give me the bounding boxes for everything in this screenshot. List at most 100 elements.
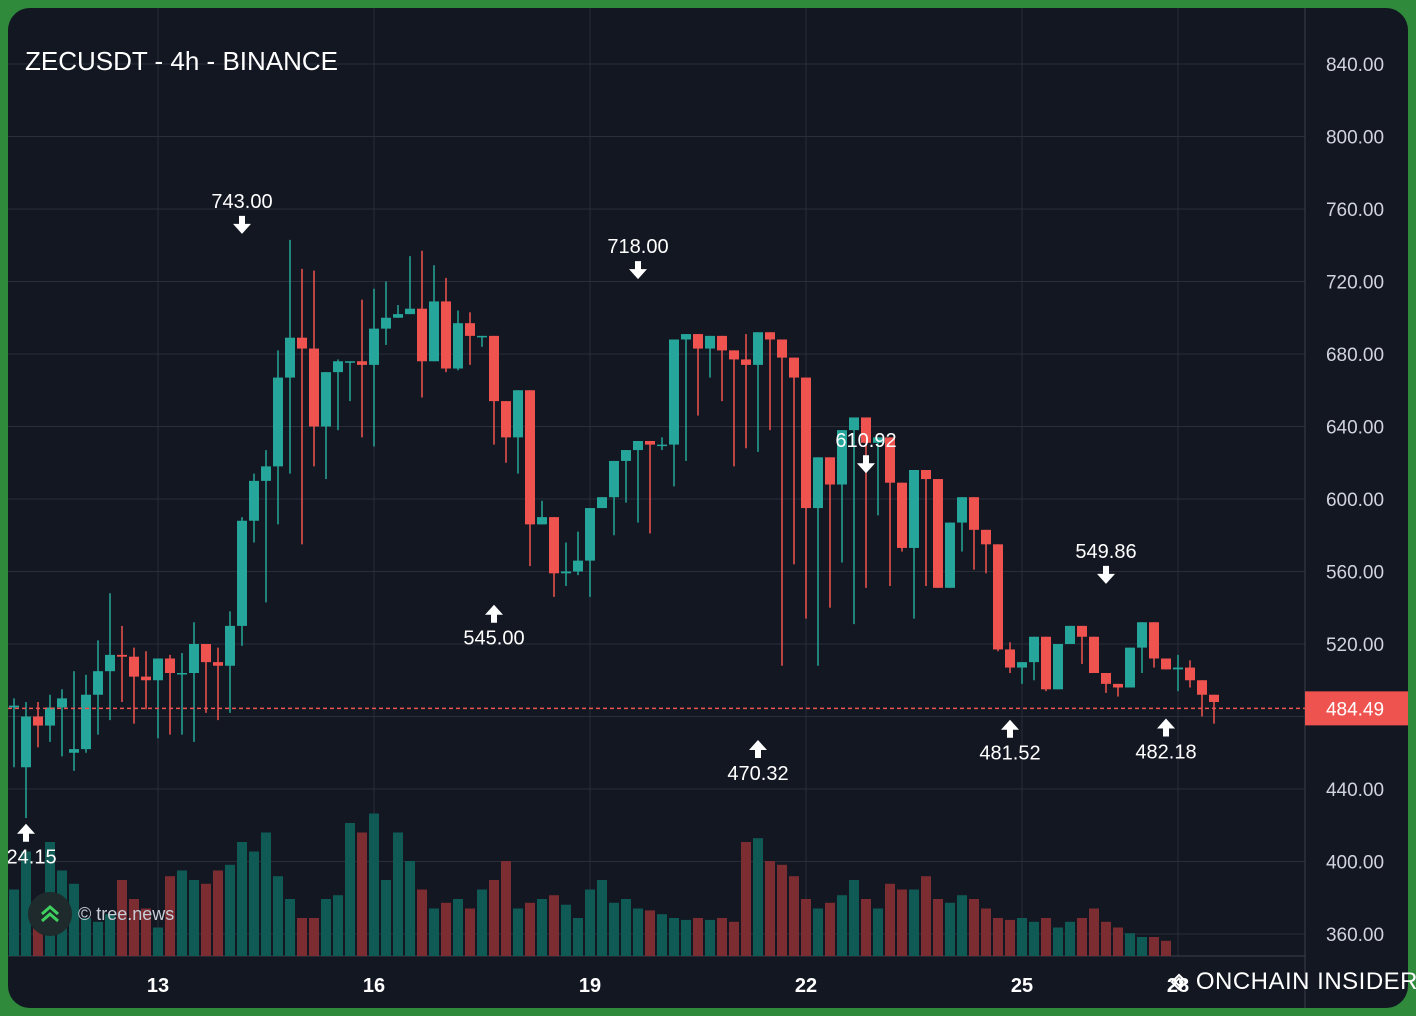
volume-bar [345,823,355,956]
volume-bar [465,908,475,956]
candle-body [381,317,391,329]
volume-bar [729,921,739,956]
candle-body [969,497,979,530]
volume-bar [741,842,751,956]
volume-bar [561,904,571,956]
candle-body [861,417,871,443]
candle-body [249,480,259,521]
candle-body [309,348,319,427]
price-chart[interactable]: 840.00 800.00 760.00 720.00 680.00 640.00 600.… [8,8,1408,1008]
volume-bar [573,918,583,956]
candle-body [621,450,631,461]
volume-bar [201,883,211,956]
volume-bar [1149,937,1159,956]
volume-bar [405,861,415,956]
y-tick-label: 560.00 [1326,563,1384,584]
volume-bar [141,908,151,956]
brand-label: ONCHAIN INSIDER [1166,968,1416,996]
last-price-label: 484.49 [1326,699,1384,720]
candle-body [81,694,91,750]
candle-body [69,749,79,753]
candle-body [369,328,379,365]
candle-body [1017,662,1027,668]
candle-body [1053,644,1063,690]
candle-body [597,497,607,509]
candle-body [333,361,343,373]
volume-bar [609,902,619,956]
volume-bar [789,876,799,956]
volume-bar [765,861,775,956]
y-tick-label: 800.00 [1326,128,1384,149]
candle-body [933,479,943,588]
y-tick-label: 640.00 [1326,418,1384,439]
annotation-label: 549.86 [1075,541,1136,563]
candle-body [549,517,559,574]
volume-bar [681,919,691,956]
candle-body [981,529,991,545]
volume-bar [777,864,787,956]
volume-bar [309,918,319,956]
candle-body [657,444,667,447]
candle-body [393,314,403,318]
candle-body [501,401,511,438]
candle-body [1005,649,1015,668]
volume-bar [249,851,259,956]
volume-bar [1101,921,1111,956]
volume-bar [513,908,523,956]
volume-bar [753,838,763,956]
candle-body [921,470,931,480]
candle-body [189,644,199,673]
x-tick-label: 13 [147,975,169,997]
swing-high-annotation: 743.00 [211,191,273,234]
x-tick-label: 16 [363,975,385,997]
annotation-label: 481.52 [979,743,1040,765]
volume-bar [285,899,295,956]
candle-body [1125,647,1135,688]
volume-bar [981,908,991,956]
y-tick-label: 760.00 [1326,200,1384,221]
candle-body [585,508,595,561]
volume-bar [1077,918,1087,956]
candle-body [645,441,655,445]
volume-bar [453,899,463,956]
y-tick-label: 400.00 [1326,853,1384,874]
y-tick-label: 720.00 [1326,273,1384,294]
volume-bar [537,899,547,956]
candle-body [789,357,799,378]
volume-bar [813,908,823,956]
volume-bar [957,895,967,956]
y-tick-label: 440.00 [1326,780,1384,801]
last-price-badge [1305,691,1408,726]
volume-bar [105,914,115,956]
volume-bar [1005,919,1015,956]
volume-bar [1029,921,1039,956]
volume-bar [525,902,535,956]
annotation-arrow-icon [857,455,875,474]
candle-body [753,332,763,365]
y-tick-label: 520.00 [1326,635,1384,656]
volume-bar [669,918,679,956]
candle-body [105,654,115,672]
y-tick-label: 840.00 [1326,55,1384,76]
candle-body [165,658,175,673]
candle-body [489,335,499,402]
candle-body [273,377,283,467]
y-tick-label: 600.00 [1326,490,1384,511]
volume-bar [849,880,859,956]
candle-body [705,335,715,349]
swing-low-annotation: 482.18 [1135,718,1197,764]
candle-body [993,544,1003,650]
volume-bar [189,880,199,956]
y-tick-label: 360.00 [1326,925,1384,946]
volume-bar [369,813,379,956]
annotation-label: 470.32 [727,763,788,785]
swing-high-annotation: 549.86 [1075,541,1137,584]
volume-bar [597,880,607,956]
swing-low-annotation: 424.15 [8,823,57,869]
candle-body [465,323,475,336]
candle-body [141,676,151,681]
volume-bar [873,908,883,956]
candle-body [729,350,739,360]
volume-bar [393,832,403,956]
candle-body [1029,636,1039,663]
